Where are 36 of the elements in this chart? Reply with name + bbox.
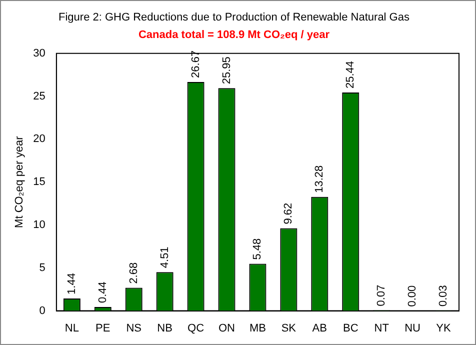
data-label: 13.28 xyxy=(314,165,326,193)
y-tick-label: 25 xyxy=(33,90,46,102)
x-tick-label: NU xyxy=(404,322,421,334)
x-tick-label: NL xyxy=(64,322,79,334)
x-tick-label: QC xyxy=(188,322,204,334)
data-label: 2.68 xyxy=(128,262,140,284)
data-label: 9.62 xyxy=(282,202,295,224)
data-label: 5.48 xyxy=(252,238,264,260)
x-tick-label: NB xyxy=(157,322,172,334)
data-label: 0.07 xyxy=(376,284,388,306)
x-tick-label: PE xyxy=(96,322,110,334)
data-label: 0.00 xyxy=(406,285,419,307)
x-tick-label: SK xyxy=(281,322,297,334)
data-label: 25.44 xyxy=(344,60,357,89)
y-tick-label: 15 xyxy=(33,176,46,188)
y-tick-label: 20 xyxy=(33,133,46,146)
data-label: 0.44 xyxy=(96,282,109,304)
y-tick-label: 0 xyxy=(39,304,46,317)
data-label: 4.51 xyxy=(158,246,171,268)
chart-subtitle: Canada total = 108.9 Mt CO₂eq / year xyxy=(138,28,330,41)
x-tick-label: AB xyxy=(312,322,327,334)
x-tick-label: NS xyxy=(126,322,142,334)
x-tick-label: ON xyxy=(218,322,236,334)
x-tick-label: YK xyxy=(436,322,452,334)
data-label: 0.03 xyxy=(438,285,450,307)
data-label: 25.95 xyxy=(220,56,233,84)
x-tick-label: MB xyxy=(249,322,266,334)
y-axis-title: Mt CO₂eq per year xyxy=(14,136,26,228)
x-tick-label: BC xyxy=(342,322,358,334)
y-tick-label: 5 xyxy=(39,262,46,274)
data-label: 26.67 xyxy=(190,50,202,78)
data-label: 1.44 xyxy=(66,273,78,294)
y-tick-label: 30 xyxy=(33,47,46,60)
y-tick-label: 10 xyxy=(33,219,46,232)
x-tick-label: NT xyxy=(374,322,390,334)
chart-title: Figure 2: GHG Reductions due to Production of Renewable Natural Gas xyxy=(58,12,410,24)
